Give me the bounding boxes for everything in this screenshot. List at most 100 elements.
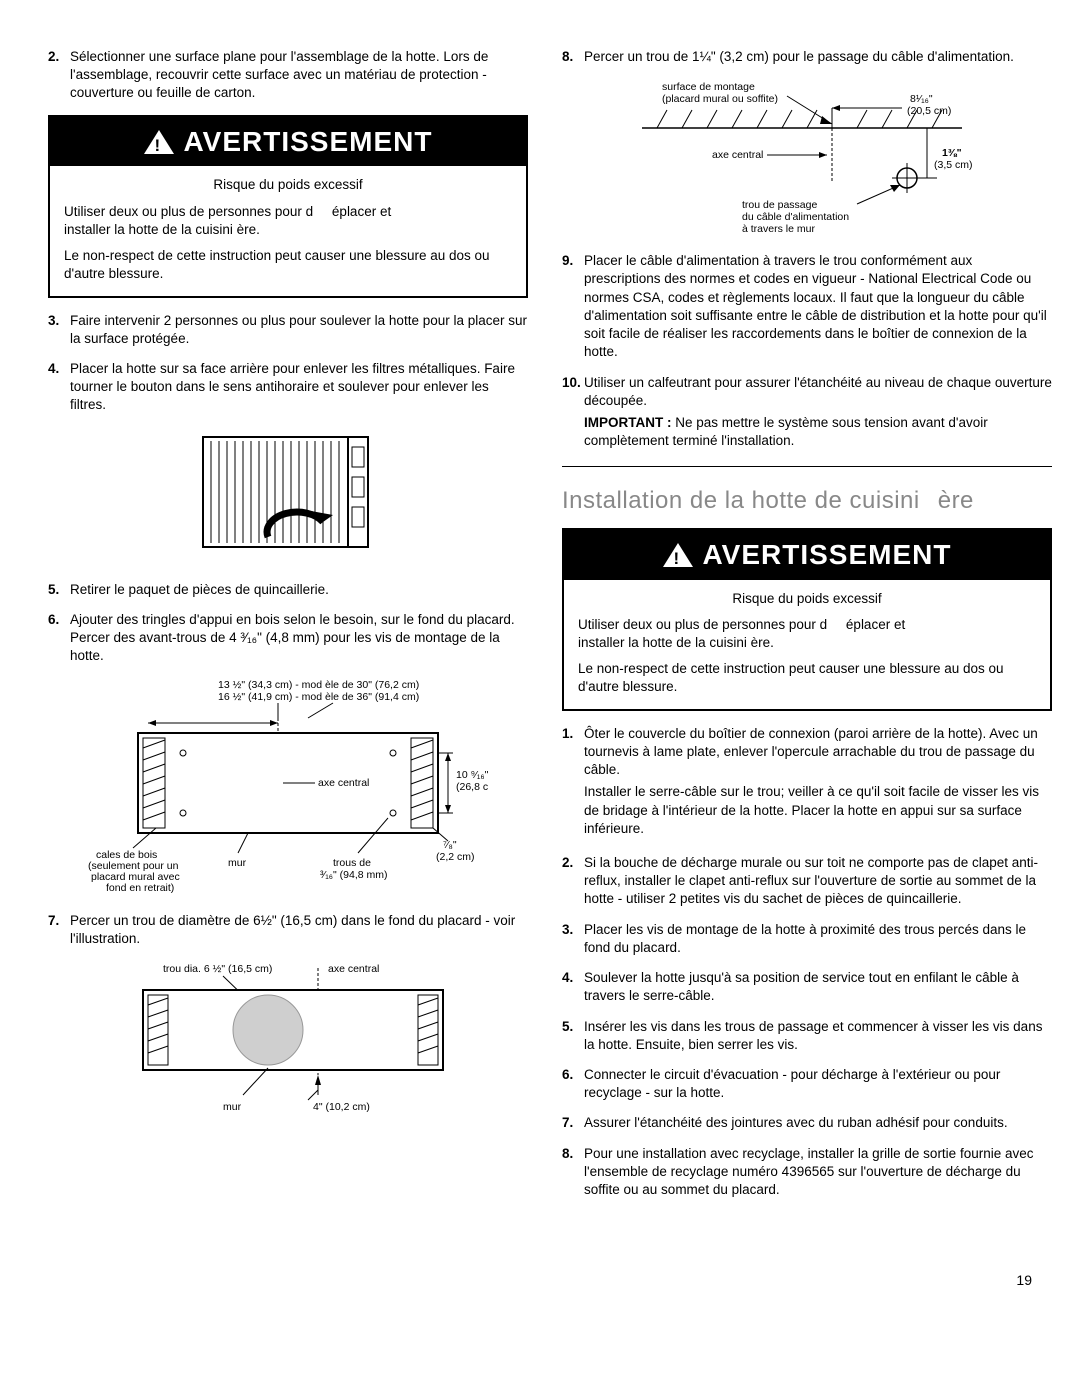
- list-item: 1. Ôter le couvercle du boîtier de conne…: [562, 725, 1052, 842]
- step-number: 2.: [48, 48, 70, 103]
- list-item: 4. Placer la hotte sur sa face arrière p…: [48, 360, 528, 415]
- step-number: 2.: [562, 854, 584, 909]
- svg-text:1⅜": 1⅜": [942, 147, 962, 159]
- svg-text:(placard mural ou soffite): (placard mural ou soffite): [662, 93, 778, 105]
- warning-consequence: Le non-respect de cette instruction peut…: [64, 247, 512, 283]
- svg-text:axe central: axe central: [328, 963, 379, 975]
- separator: [562, 466, 1052, 467]
- step-text: Si la bouche de décharge murale ou sur t…: [584, 854, 1052, 909]
- svg-text:surface de montage: surface de montage: [662, 81, 755, 93]
- step-number: 8.: [562, 48, 584, 66]
- step-text: Pour une installation avec recyclage, in…: [584, 1145, 1052, 1200]
- warning-title: AVERTISSEMENT: [184, 123, 433, 161]
- diagram-mounting-surface: surface de montage (placard mural ou sof…: [602, 78, 1002, 238]
- svg-text:(2,2 cm): (2,2 cm): [436, 851, 475, 863]
- step-number: 9.: [562, 252, 584, 361]
- step-text: Placer les vis de montage de la hotte à …: [584, 921, 1052, 957]
- right-column: 8. Percer un trou de 1¼" (3,2 cm) pour l…: [562, 48, 1052, 1211]
- svg-text:fond en retrait): fond en retrait): [106, 882, 174, 894]
- step-number: 10.: [562, 374, 584, 455]
- step-number: 5.: [562, 1018, 584, 1054]
- warning-box: AVERTISSEMENT Risque du poids excessif U…: [48, 115, 528, 298]
- left-column: 2. Sélectionner une surface plane pour l…: [48, 48, 528, 1211]
- svg-text:10 ⁹⁄₁₆": 10 ⁹⁄₁₆": [456, 769, 488, 781]
- list-item: 3. Faire intervenir 2 personnes ou plus …: [48, 312, 528, 348]
- svg-text:(3,5 cm): (3,5 cm): [934, 159, 973, 171]
- step-text: Percer un trou de 1¼" (3,2 cm) pour le p…: [584, 48, 1052, 66]
- warning-box: AVERTISSEMENT Risque du poids excessif U…: [562, 528, 1052, 711]
- svg-text:du câble d'alimentation: du câble d'alimentation: [742, 211, 849, 223]
- svg-text:(26,8 cm): (26,8 cm): [456, 781, 488, 793]
- svg-text:16 ½" (41,9 cm) - mod èle de 3: 16 ½" (41,9 cm) - mod èle de 36" (91,4 c…: [218, 691, 419, 703]
- warning-consequence: Le non-respect de cette instruction peut…: [578, 660, 1036, 696]
- page-columns: 2. Sélectionner une surface plane pour l…: [48, 48, 1032, 1211]
- svg-text:trous de: trous de: [333, 857, 371, 869]
- step-text: Sélectionner une surface plane pour l'as…: [70, 48, 528, 103]
- step-text: Placer le câble d'alimentation à travers…: [584, 252, 1052, 361]
- svg-text:³⁄₁₆" (94,8 mm): ³⁄₁₆" (94,8 mm): [320, 869, 388, 881]
- warning-risk: Risque du poids excessif: [64, 176, 512, 194]
- step-text: Placer la hotte sur sa face arrière pour…: [70, 360, 528, 415]
- step-number: 4.: [48, 360, 70, 415]
- warning-title: AVERTISSEMENT: [703, 536, 952, 574]
- svg-text:trou dia. 6 ½" (16,5 cm): trou dia. 6 ½" (16,5 cm): [163, 963, 272, 975]
- warning-line: Utiliser deux ou plus de personnes pour …: [64, 203, 512, 239]
- list-item: 2. Si la bouche de décharge murale ou su…: [562, 854, 1052, 909]
- diagram-drill-hole: trou dia. 6 ½" (16,5 cm) axe central mur: [103, 960, 473, 1130]
- list-item: 8. Percer un trou de 1¼" (3,2 cm) pour l…: [562, 48, 1052, 66]
- list-item: 3. Placer les vis de montage de la hotte…: [562, 921, 1052, 957]
- svg-text:8¹⁄₁₆": 8¹⁄₁₆": [910, 93, 933, 105]
- svg-text:13 ½" (34,3 cm) - mod èle de 3: 13 ½" (34,3 cm) - mod èle de 30" (76,2 c…: [218, 679, 419, 691]
- step-text: Utiliser un calfeutrant pour assurer l'é…: [584, 374, 1052, 455]
- diagram-filter: [173, 427, 403, 567]
- svg-text:mur: mur: [228, 857, 247, 869]
- warning-line: Utiliser deux ou plus de personnes pour …: [578, 616, 1036, 652]
- svg-text:à travers le mur: à travers le mur: [742, 223, 815, 235]
- list-item: 7. Assurer l'étanchéité des jointures av…: [562, 1114, 1052, 1132]
- svg-text:axe central: axe central: [712, 149, 763, 161]
- list-item: 6. Ajouter des tringles d'appui en bois …: [48, 611, 528, 666]
- warning-header: AVERTISSEMENT: [50, 117, 526, 167]
- step-number: 6.: [48, 611, 70, 666]
- list-item: 6. Connecter le circuit d'évacuation - p…: [562, 1066, 1052, 1102]
- step-number: 7.: [562, 1114, 584, 1132]
- svg-text:4" (10,2 cm): 4" (10,2 cm): [313, 1101, 370, 1113]
- svg-text:axe central: axe central: [318, 777, 369, 789]
- warning-icon: [144, 130, 174, 154]
- list-item: 4. Soulever la hotte jusqu'à sa position…: [562, 969, 1052, 1005]
- step-text: Assurer l'étanchéité des jointures avec …: [584, 1114, 1052, 1132]
- svg-text:(20,5 cm): (20,5 cm): [907, 105, 951, 117]
- step-number: 3.: [562, 921, 584, 957]
- step-number: 3.: [48, 312, 70, 348]
- warning-icon: [663, 543, 693, 567]
- step-number: 7.: [48, 912, 70, 948]
- step-number: 5.: [48, 581, 70, 599]
- warning-body: Risque du poids excessif Utiliser deux o…: [50, 166, 526, 295]
- list-item: 2. Sélectionner une surface plane pour l…: [48, 48, 528, 103]
- list-item: 8. Pour une installation avec recyclage,…: [562, 1145, 1052, 1200]
- svg-text:⁷⁄₈": ⁷⁄₈": [443, 839, 457, 851]
- warning-risk: Risque du poids excessif: [578, 590, 1036, 608]
- step-text: Percer un trou de diamètre de 6½" (16,5 …: [70, 912, 528, 948]
- step-text: Insérer les vis dans les trous de passag…: [584, 1018, 1052, 1054]
- page-number: 19: [48, 1271, 1032, 1290]
- step-text: Ôter le couvercle du boîtier de connexio…: [584, 725, 1052, 842]
- diagram-cabinet-bottom: 13 ½" (34,3 cm) - mod èle de 30" (76,2 c…: [88, 678, 488, 898]
- list-item: 9. Placer le câble d'alimentation à trav…: [562, 252, 1052, 361]
- warning-body: Risque du poids excessif Utiliser deux o…: [564, 580, 1050, 709]
- svg-text:trou de passage: trou de passage: [742, 199, 817, 211]
- step-text: Ajouter des tringles d'appui en bois sel…: [70, 611, 528, 666]
- step-number: 8.: [562, 1145, 584, 1200]
- section-heading: Installation de la hotte de cuisinière: [562, 485, 1052, 517]
- list-item: 5. Retirer le paquet de pièces de quinca…: [48, 581, 528, 599]
- step-text: Connecter le circuit d'évacuation - pour…: [584, 1066, 1052, 1102]
- step-number: 6.: [562, 1066, 584, 1102]
- step-text: Faire intervenir 2 personnes ou plus pou…: [70, 312, 528, 348]
- list-item: 5. Insérer les vis dans les trous de pas…: [562, 1018, 1052, 1054]
- step-text: Soulever la hotte jusqu'à sa position de…: [584, 969, 1052, 1005]
- svg-text:mur: mur: [223, 1101, 242, 1113]
- list-item: 10. Utiliser un calfeutrant pour assurer…: [562, 374, 1052, 455]
- important-note: IMPORTANT : Ne pas mettre le système sou…: [584, 414, 1052, 450]
- step-number: 1.: [562, 725, 584, 842]
- step-text: Retirer le paquet de pièces de quincaill…: [70, 581, 528, 599]
